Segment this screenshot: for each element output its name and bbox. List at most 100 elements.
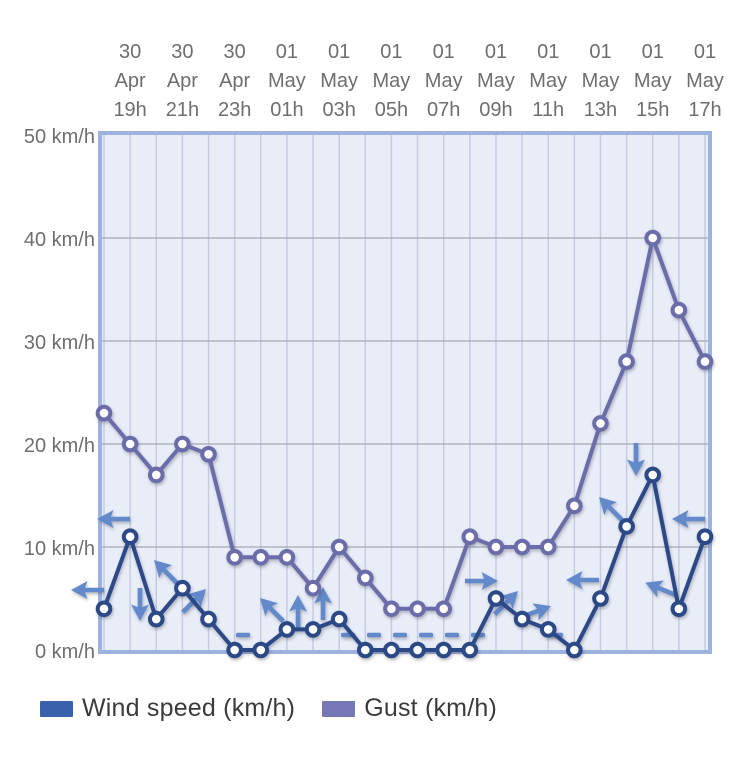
x-axis-label-row: 01 [380, 41, 403, 63]
y-axis-label: 10 km/h [23, 538, 95, 560]
arrow-head [153, 559, 173, 579]
arrow-head [314, 587, 332, 604]
data-point [670, 600, 688, 618]
x-axis-label: 01 May 13h [568, 38, 632, 125]
y-axis-label: 20 km/h [23, 435, 95, 457]
wind-direction-arrow-N [314, 587, 332, 620]
legend: Wind speed (km/h) Gust (km/h) [40, 694, 497, 723]
data-point [566, 641, 583, 659]
arrow-shaft [604, 502, 624, 522]
arrow-shaft [159, 565, 179, 585]
x-axis-label-row: 13h [583, 99, 618, 121]
data-point [95, 404, 113, 422]
plot-border [98, 131, 712, 654]
arrow-head [598, 496, 618, 516]
data-point [121, 435, 139, 453]
x-axis-label-row: 17h [688, 99, 722, 121]
arrow-shaft [653, 584, 677, 598]
y-axis-label: 50 km/h [23, 126, 95, 148]
arrow-head [566, 571, 583, 589]
x-axis-label-row: 11h [532, 99, 565, 121]
calm-wind-dash [393, 632, 407, 638]
legend-item-gust: Gust (km/h) [322, 694, 497, 723]
x-axis-label-row: 01 [641, 41, 664, 63]
x-axis-label-row: 01 [693, 41, 717, 63]
data-point [278, 549, 296, 566]
data-point [357, 569, 374, 587]
wind-direction-arrow-W [71, 581, 104, 599]
arrow-head [97, 510, 114, 528]
wind-direction-arrow-NW [259, 597, 285, 623]
wind-direction-arrow-NW [598, 496, 624, 522]
data-point [618, 518, 635, 535]
arrow-shaft [265, 603, 285, 623]
arrow-shaft [181, 594, 201, 614]
data-point [435, 641, 452, 659]
x-axis-label-row: 23h [217, 99, 252, 121]
x-axis-label-row: May [477, 70, 515, 92]
data-point [174, 435, 191, 453]
x-axis-label-row: May [686, 70, 724, 92]
gust-legend-swatch [322, 700, 356, 717]
x-axis-label-row: 15h [636, 99, 670, 121]
data-point [200, 446, 217, 463]
x-axis-label: 01 May 01h [255, 38, 319, 125]
data-point [592, 590, 609, 607]
arrow-head [131, 604, 149, 621]
plot-area-background [98, 131, 712, 654]
x-axis-label: 30 Apr 19h [98, 38, 162, 125]
arrow-head [532, 603, 551, 621]
x-axis-label-row: 01 [328, 41, 351, 63]
x-axis-label: 01 May 03h [307, 38, 371, 125]
data-point [278, 621, 296, 638]
data-point [696, 528, 714, 546]
arrow-head [499, 590, 519, 610]
calm-wind-dash [445, 632, 459, 638]
x-axis-label-row: Apr [114, 70, 146, 92]
legend-item-wind-speed: Wind speed (km/h) [40, 694, 295, 723]
x-axis-label: 01 May 09h [464, 38, 528, 125]
data-point [147, 610, 165, 628]
x-axis-label: 30 Apr 21h [150, 38, 214, 125]
wind-direction-arrow-S [131, 588, 149, 621]
data-point [226, 641, 243, 659]
data-point [539, 538, 557, 556]
data-point [461, 528, 479, 546]
y-axis-label: 40 km/h [23, 229, 95, 251]
calm-wind-dash [236, 632, 250, 638]
x-axis-label-row: 01 [432, 41, 455, 63]
data-point [644, 466, 662, 484]
arrow-head [672, 510, 689, 528]
data-point [252, 641, 270, 659]
x-axis-label: 01 May 11h [516, 38, 580, 125]
x-axis-label-row: 30 [119, 41, 142, 63]
data-point [644, 229, 662, 247]
data-point [566, 497, 583, 515]
data-point [357, 641, 374, 659]
wind-speed-legend-swatch [40, 700, 73, 717]
x-axis-label: 30 Apr 23h [203, 38, 267, 125]
data-point [304, 579, 322, 597]
x-axis-label-row: 01 [275, 41, 299, 63]
x-axis-label-row: 07h [427, 99, 461, 121]
data-point [226, 549, 243, 566]
wind-direction-arrow-WSW [645, 580, 677, 598]
data-point [252, 549, 270, 566]
x-axis-label-row: 03h [322, 99, 356, 121]
data-point [539, 621, 557, 638]
calm-wind-dash [367, 632, 381, 638]
wind-direction-arrow-W [97, 510, 130, 528]
data-point [383, 641, 400, 659]
wind-direction-arrow-W [566, 571, 599, 589]
arrow-head [187, 588, 207, 608]
x-axis-label-row: 05h [374, 99, 409, 121]
x-axis-label-row: May [633, 70, 672, 92]
arrow-head [259, 597, 279, 617]
wind-speed-series-line [95, 466, 714, 659]
gust-series-line [95, 229, 714, 618]
x-axis-label-row: 21h [165, 99, 200, 121]
wind-direction-arrow-NW [153, 559, 179, 585]
x-axis-label-row: May [320, 70, 359, 92]
data-point [409, 641, 426, 659]
